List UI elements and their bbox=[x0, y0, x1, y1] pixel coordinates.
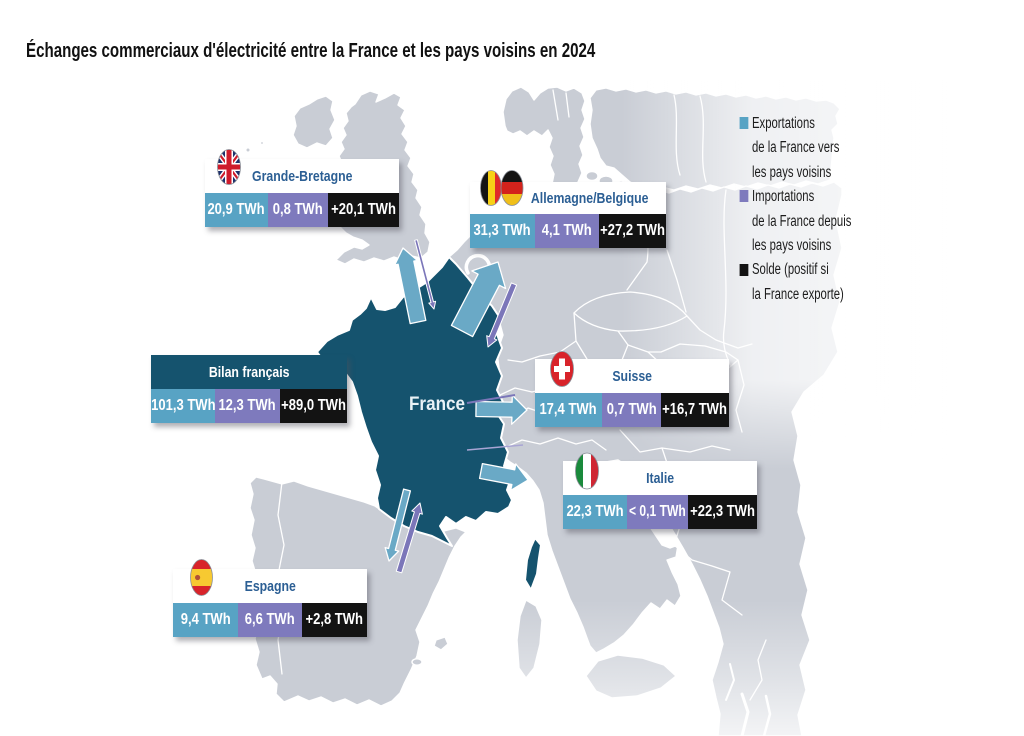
svg-text:France: France bbox=[409, 394, 465, 415]
